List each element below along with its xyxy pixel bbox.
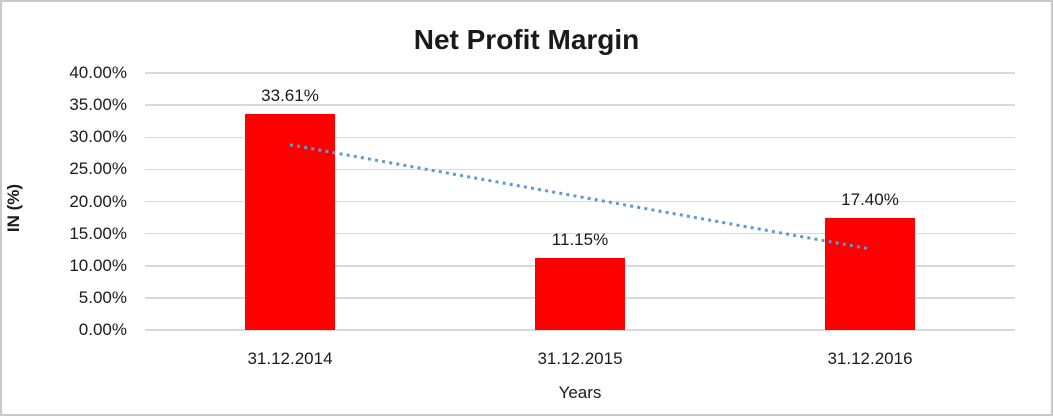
- gridline: [145, 136, 1015, 138]
- bar-31.12.2014[interactable]: [245, 114, 335, 330]
- y-axis-title: IN (%): [4, 183, 23, 233]
- y-tick-label: 15.00%: [69, 223, 127, 243]
- y-tick-label: 5.00%: [78, 287, 127, 307]
- bar-31.12.2016[interactable]: [825, 218, 915, 330]
- chart-title[interactable]: Net Profit Margin: [413, 24, 640, 55]
- data-label: 11.15%: [551, 230, 609, 250]
- y-tick-label: 35.00%: [69, 95, 127, 115]
- x-axis-title: Years: [558, 383, 602, 402]
- data-label: 33.61%: [261, 86, 319, 106]
- y-tick-label: 40.00%: [69, 63, 127, 82]
- y-tick-label: 0.00%: [78, 320, 127, 339]
- y-tick-label: 10.00%: [69, 255, 127, 275]
- data-label: 17.40%: [841, 190, 899, 210]
- y-tick-label: 20.00%: [69, 191, 127, 211]
- y-tick-label: 25.00%: [69, 159, 127, 179]
- gridline: [145, 104, 1015, 106]
- category-label: 31.12.2015: [537, 349, 623, 368]
- y-tick-label: 30.00%: [69, 127, 127, 147]
- category-label: 31.12.2016: [827, 349, 913, 368]
- gridline: [145, 72, 1015, 74]
- category-label: 31.12.2014: [247, 349, 333, 368]
- bar-31.12.2015[interactable]: [535, 258, 625, 330]
- gridline: [145, 329, 1015, 331]
